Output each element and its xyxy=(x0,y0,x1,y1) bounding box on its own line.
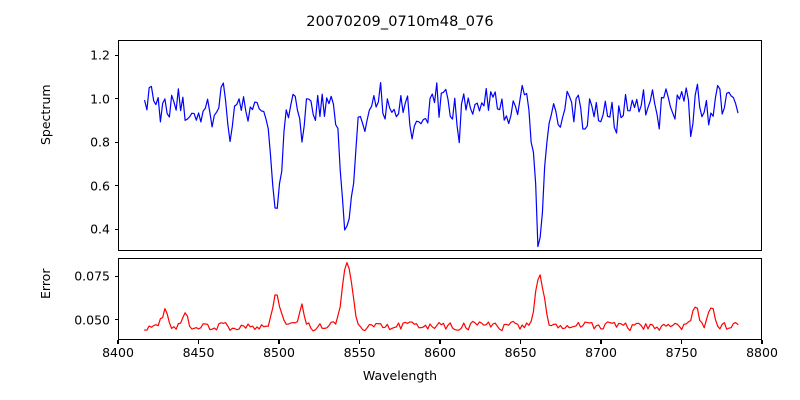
x-tick-mark xyxy=(680,340,683,344)
spectrum-line-plot xyxy=(144,81,739,248)
x-tick-label: 8800 xyxy=(746,345,778,360)
x-tick-mark xyxy=(358,340,361,344)
x-axis-label: Wavelength xyxy=(362,368,438,383)
x-tick-mark xyxy=(600,340,602,344)
figure-title: 20070209_0710m48_076 xyxy=(306,14,494,30)
error-data-line xyxy=(144,262,739,332)
x-tick-mark xyxy=(439,340,441,344)
spectrum-y-tick-mark xyxy=(114,185,118,187)
x-tick-label: 8750 xyxy=(665,345,698,360)
x-tick-mark xyxy=(117,340,119,344)
spectrum-y-tick-label: 0.8 xyxy=(90,134,110,150)
x-tick-mark xyxy=(278,340,280,344)
error-line-plot xyxy=(144,262,739,332)
x-tick-label: 8450 xyxy=(182,345,215,360)
error-y-tick-mark xyxy=(114,319,118,321)
x-tick-mark xyxy=(519,340,522,344)
spectrum-axes xyxy=(118,40,762,251)
error-y-axis-label: Error xyxy=(38,268,53,299)
spectrum-y-tick-label: 0.4 xyxy=(90,221,110,237)
x-tick-label: 8650 xyxy=(504,345,537,360)
error-y-tick-label: 0.075 xyxy=(74,268,110,284)
spectrum-y-tick-mark xyxy=(114,228,118,230)
spectrum-y-tick-label: 0.6 xyxy=(90,178,110,194)
error-y-tick-label: 0.050 xyxy=(74,312,110,328)
spectrum-y-axis-label: Spectrum xyxy=(38,84,53,145)
spectrum-y-tick-label: 1.2 xyxy=(90,47,110,63)
error-y-tick-mark xyxy=(114,275,118,277)
spectrum-y-tick-mark xyxy=(114,141,118,143)
spectrum-data-line xyxy=(144,81,739,248)
spectrum-y-tick-label: 1.0 xyxy=(90,91,110,107)
spectrum-y-tick-mark xyxy=(114,98,118,100)
error-axes xyxy=(118,258,762,340)
x-tick-label: 8600 xyxy=(424,345,456,360)
x-tick-label: 8500 xyxy=(263,345,295,360)
x-tick-mark xyxy=(761,340,763,344)
x-tick-label: 8400 xyxy=(102,345,134,360)
x-tick-label: 8700 xyxy=(585,345,617,360)
x-tick-mark xyxy=(197,340,200,344)
spectrum-y-tick-mark xyxy=(114,54,118,56)
x-tick-label: 8550 xyxy=(343,345,376,360)
